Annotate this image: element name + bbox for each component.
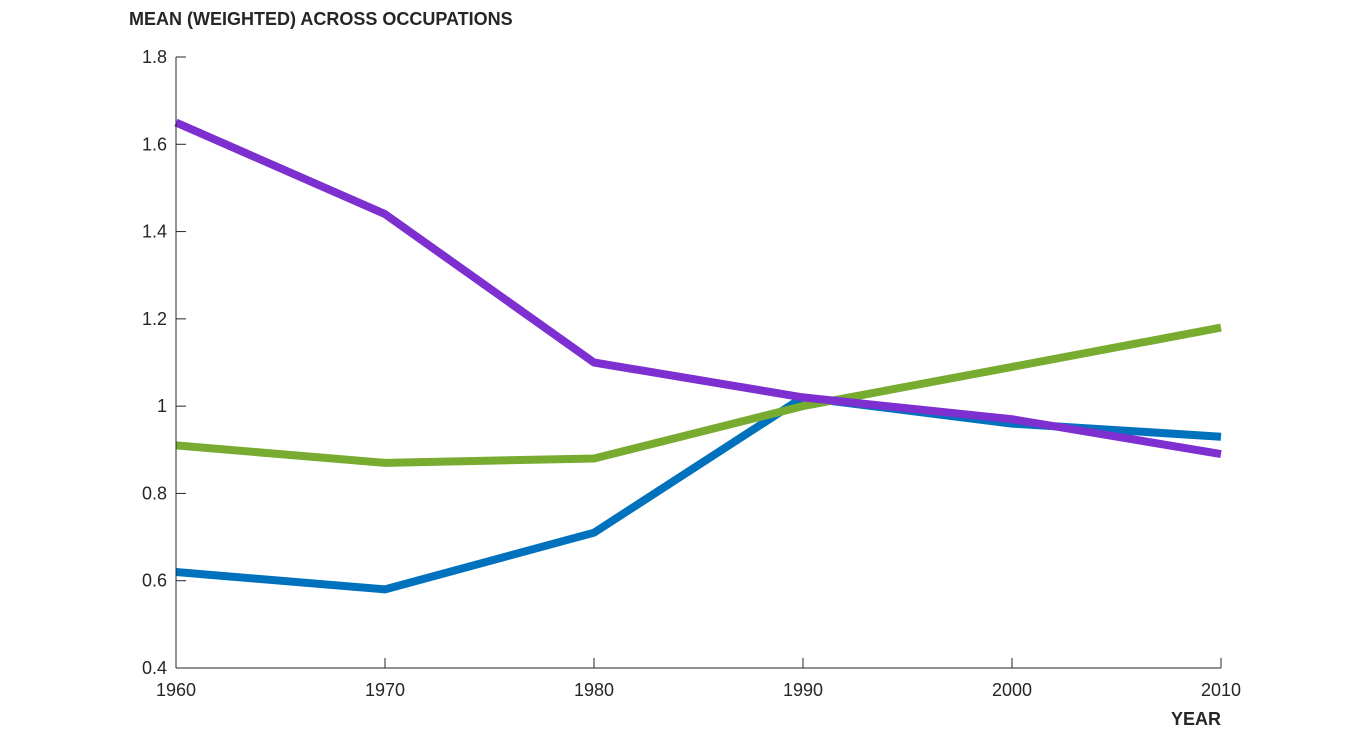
series-line-purple-series <box>174 118 1222 459</box>
axes-layer: 0.4 0.6 0.8 1 1.2 1.4 1.6 1.8 1960 1970 1980 1990 20… <box>142 47 1241 700</box>
y-tick-label: 1.6 <box>142 134 167 154</box>
y-tick-label: 1.2 <box>142 309 167 329</box>
y-tick-label: 1.8 <box>142 47 167 67</box>
x-axis-title: YEAR <box>1171 709 1221 729</box>
y-axis-title: MEAN (WEIGHTED) ACROSS OCCUPATIONS <box>129 9 513 29</box>
y-tick-label: 0.6 <box>142 571 167 591</box>
x-tick-label: 1980 <box>574 680 614 700</box>
series-line-green-series <box>175 323 1222 467</box>
series-layer <box>174 118 1222 594</box>
x-tick-label: 2000 <box>992 680 1032 700</box>
x-tick-label: 1960 <box>156 680 196 700</box>
y-tick-label: 0.4 <box>142 658 167 678</box>
x-tick-label: 1970 <box>365 680 405 700</box>
y-tick-label: 1.4 <box>142 222 167 242</box>
y-tick-label: 0.8 <box>142 483 167 503</box>
y-tick-label: 1 <box>157 396 167 416</box>
x-tick-label: 1990 <box>783 680 823 700</box>
x-tick-label: 2010 <box>1201 680 1241 700</box>
